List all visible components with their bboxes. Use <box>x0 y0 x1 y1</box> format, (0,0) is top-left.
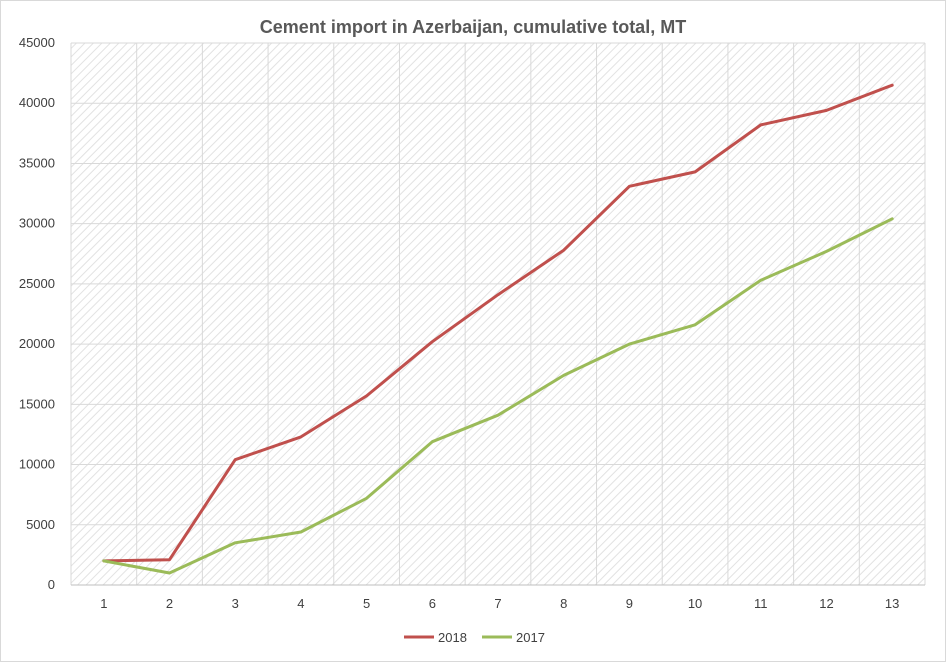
y-tick-label: 45000 <box>19 35 55 50</box>
x-tick-label: 8 <box>560 596 567 611</box>
y-tick-label: 20000 <box>19 336 55 351</box>
y-tick-label: 35000 <box>19 155 55 170</box>
x-tick-label: 10 <box>688 596 702 611</box>
x-tick-label: 3 <box>232 596 239 611</box>
x-tick-label: 13 <box>885 596 899 611</box>
x-tick-label: 1 <box>100 596 107 611</box>
x-tick-label: 7 <box>494 596 501 611</box>
series-lines <box>102 83 894 575</box>
axes: 0 5000 10000 15000 20000 25000 30000 35000 40000… <box>19 35 925 611</box>
y-tick-label: 0 <box>48 577 55 592</box>
y-tick-label: 30000 <box>19 216 55 231</box>
x-tick-label: 6 <box>429 596 436 611</box>
chart-title: Cement import in Azerbaijan, cumulative … <box>260 17 686 37</box>
x-tick-label: 2 <box>166 596 173 611</box>
x-tick-label: 4 <box>297 596 304 611</box>
legend: 2018 2017 <box>404 630 545 645</box>
y-tick-label: 5000 <box>26 517 55 532</box>
x-tick-label: 11 <box>754 596 768 611</box>
x-tick-label: 12 <box>819 596 833 611</box>
series-line-2018 <box>102 83 894 563</box>
y-tick-label: 15000 <box>19 396 55 411</box>
y-tick-label: 40000 <box>19 95 55 110</box>
y-tick-label: 10000 <box>19 457 55 472</box>
legend-label-2017: 2017 <box>516 630 545 645</box>
plot-area <box>71 43 925 585</box>
series-line-2017 <box>102 217 894 575</box>
x-tick-label: 9 <box>626 596 633 611</box>
legend-label-2018: 2018 <box>438 630 467 645</box>
y-tick-label: 25000 <box>19 276 55 291</box>
x-tick-label: 5 <box>363 596 370 611</box>
